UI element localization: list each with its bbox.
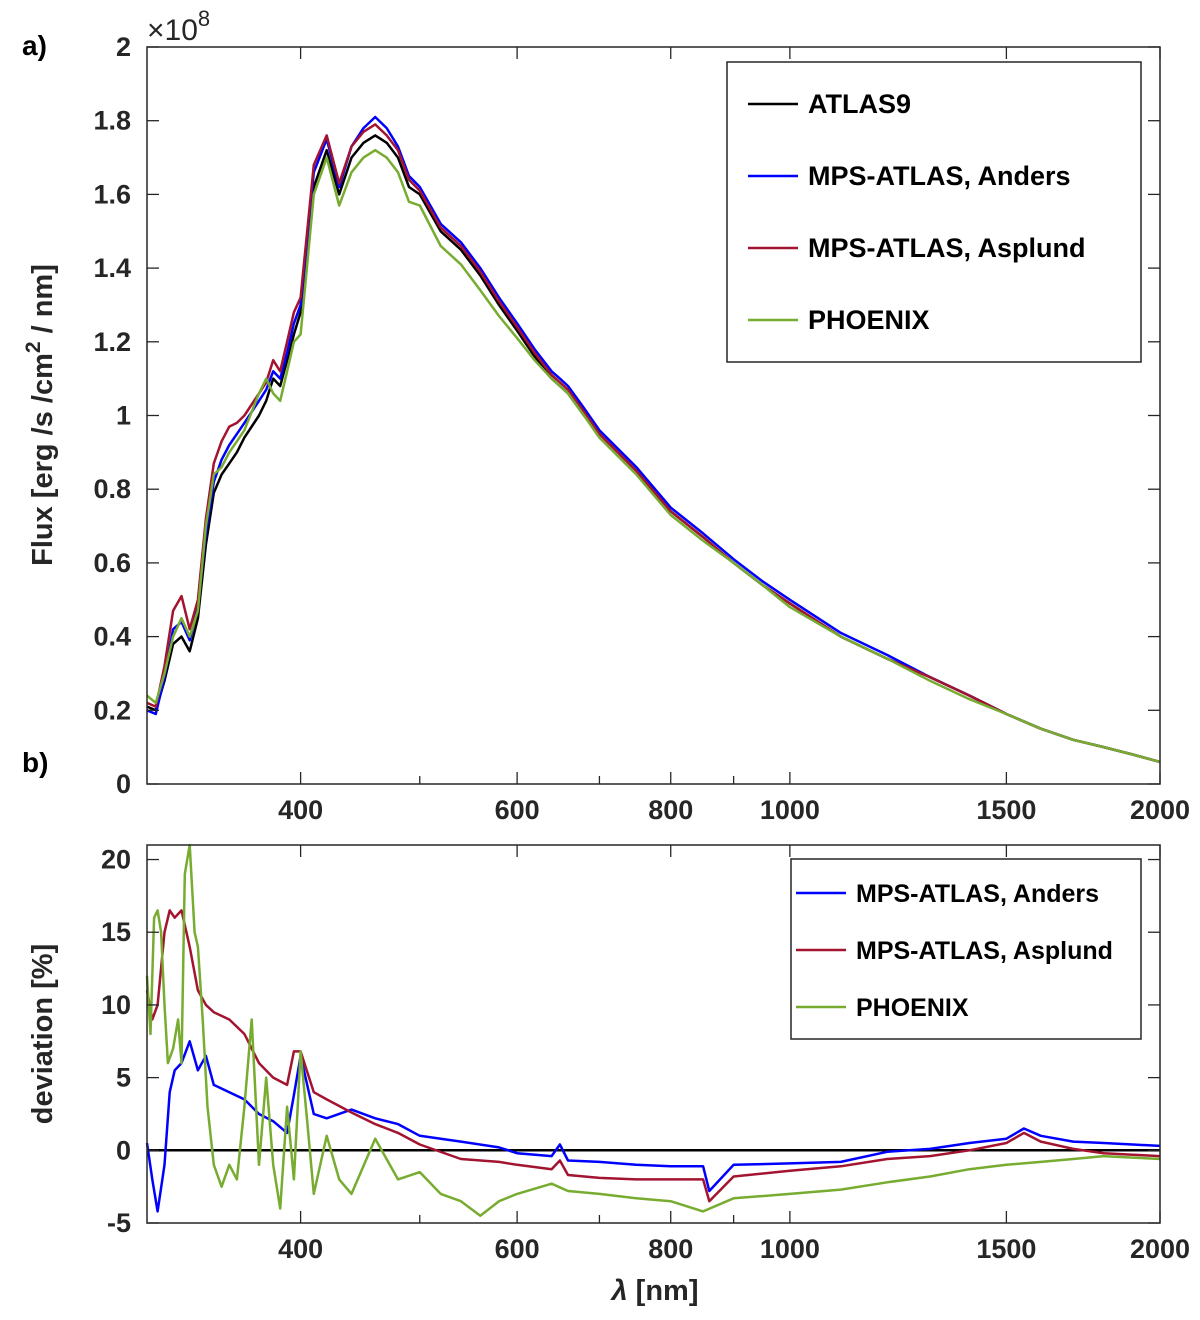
- panel-a-x-tick-label: 1000: [760, 795, 820, 825]
- panel-b-y-axis-label: deviation [%]: [27, 944, 59, 1124]
- panel-a-series-mps-atlas-anders: [146, 115, 1161, 764]
- panel-b-axes-box: [146, 844, 1161, 1224]
- panel-a-y-tick-label: 0: [116, 769, 131, 799]
- panel-a-x-tick-label: 600: [495, 795, 540, 825]
- panel-a-x-tick-label: 400: [278, 795, 323, 825]
- panel-b-legend-box: [790, 858, 1142, 1040]
- panel-a-ylabel-main: Flux [erg /s /cm: [27, 353, 59, 566]
- panel-a-ylabel-tail: / nm]: [27, 264, 59, 341]
- panel-a-y-tick-label: 0.2: [93, 695, 131, 725]
- panel-b-y-tick-label: 10: [101, 990, 131, 1020]
- panel-b-y-tick-label: 0: [116, 1135, 131, 1165]
- panel-a-y-tick-label: 1.4: [93, 253, 131, 283]
- panel-a-legend-label-phoenix: PHOENIX: [808, 305, 930, 335]
- panel-a-series: [146, 115, 1161, 764]
- panel-a-legend-items: ATLAS9 MPS-ATLAS, Anders MPS-ATLAS, Asplun…: [748, 89, 1085, 335]
- panel-b-x-tick-label: 600: [495, 1234, 540, 1264]
- panel-a-exponent-base: ×10: [147, 14, 198, 47]
- panel-a-y-ticks: 0 0.2 0.4 0.6 0.8 1 1.2 1.4 1.6 1.8 2: [93, 32, 1160, 799]
- panel-a-y-tick-label: 2: [116, 32, 131, 62]
- panel-a-y-tick-label: 0.4: [93, 622, 131, 652]
- panel-a-legend-label-mps-atlas-anders: MPS-ATLAS, Anders: [808, 161, 1071, 191]
- panel-b-x-ticks: 400 600 800 1000 1500 2000: [278, 845, 1190, 1264]
- panel-b-x-tick-label: 400: [278, 1234, 323, 1264]
- panel-a-exponent: ×108: [147, 6, 210, 47]
- panel-b-series-phoenix: [145, 843, 1161, 1217]
- panel-a-legend-box: [726, 61, 1142, 363]
- panel-a-y-tick-label: 0.8: [93, 474, 131, 504]
- panel-a-legend-label-mps-atlas-asplund: MPS-ATLAS, Asplund: [808, 233, 1085, 263]
- panel-b-x-axis-label: λ [nm]: [609, 1275, 698, 1307]
- panel-b-label: b): [22, 747, 48, 778]
- panel-b-series-mps-atlas-anders: [145, 1040, 1161, 1213]
- panel-a-label: a): [22, 30, 47, 61]
- panel-a: 400 600 800 1000 1500 2000 0 0.2 0.4 0.6 0.8 1 1.2 1…: [22, 6, 1190, 825]
- panel-a-exponent-power: 8: [198, 6, 210, 31]
- panel-b-x-tick-label: 1500: [976, 1234, 1036, 1264]
- panel-b-y-tick-label: -5: [107, 1208, 131, 1238]
- panel-b-x-tick-label: 800: [648, 1234, 693, 1264]
- panel-a-y-tick-label: 0.6: [93, 548, 131, 578]
- panel-b-legend: MPS-ATLAS, Anders MPS-ATLAS, Asplund PHOEN…: [790, 858, 1142, 1040]
- panel-b: 400 600 800 1000 1500 2000 -5 0 5 10 15 20 b) devi…: [22, 747, 1190, 1307]
- panel-a-ylabel-sup: 2: [22, 341, 45, 353]
- panel-b-series: [145, 843, 1161, 1217]
- panel-a-y-tick-label: 1: [116, 401, 131, 431]
- panel-a-x-ticks: 400 600 800 1000 1500 2000: [278, 47, 1190, 825]
- panel-a-legend: ATLAS9 MPS-ATLAS, Anders MPS-ATLAS, Asplun…: [726, 61, 1142, 363]
- panel-a-x-tick-label: 2000: [1130, 795, 1190, 825]
- panel-a-y-tick-label: 1.8: [93, 106, 131, 136]
- panel-b-y-tick-label: 5: [116, 1063, 131, 1093]
- panel-a-y-tick-label: 1.2: [93, 327, 131, 357]
- panel-b-legend-items: MPS-ATLAS, Anders MPS-ATLAS, Asplund PHOEN…: [796, 880, 1113, 1022]
- panel-b-series-mps-atlas-asplund: [145, 909, 1161, 1203]
- panel-b-legend-label-mps-atlas-anders: MPS-ATLAS, Anders: [856, 880, 1099, 908]
- panel-a-legend-label-atlas9: ATLAS9: [808, 89, 911, 119]
- panel-b-y-ticks: -5 0 5 10 15 20: [101, 845, 1160, 1238]
- panel-a-x-tick-label: 1500: [976, 795, 1036, 825]
- panel-a-y-tick-label: 1.6: [93, 179, 131, 209]
- panel-b-legend-label-phoenix: PHOENIX: [856, 994, 969, 1022]
- panel-b-legend-label-mps-atlas-asplund: MPS-ATLAS, Asplund: [856, 937, 1113, 965]
- panel-a-series-phoenix: [146, 148, 1161, 764]
- panel-b-xlabel-rest: [nm]: [628, 1275, 699, 1307]
- panel-b-y-tick-label: 15: [101, 917, 131, 947]
- panel-b-x-tick-label: 2000: [1130, 1234, 1190, 1264]
- panel-b-y-tick-label: 20: [101, 845, 131, 875]
- panel-b-xlabel-symbol: λ: [609, 1275, 627, 1307]
- panel-a-y-axis-label: Flux [erg /s /cm2 / nm]: [22, 264, 59, 566]
- panel-a-x-tick-label: 800: [648, 795, 693, 825]
- panel-b-x-tick-label: 1000: [760, 1234, 820, 1264]
